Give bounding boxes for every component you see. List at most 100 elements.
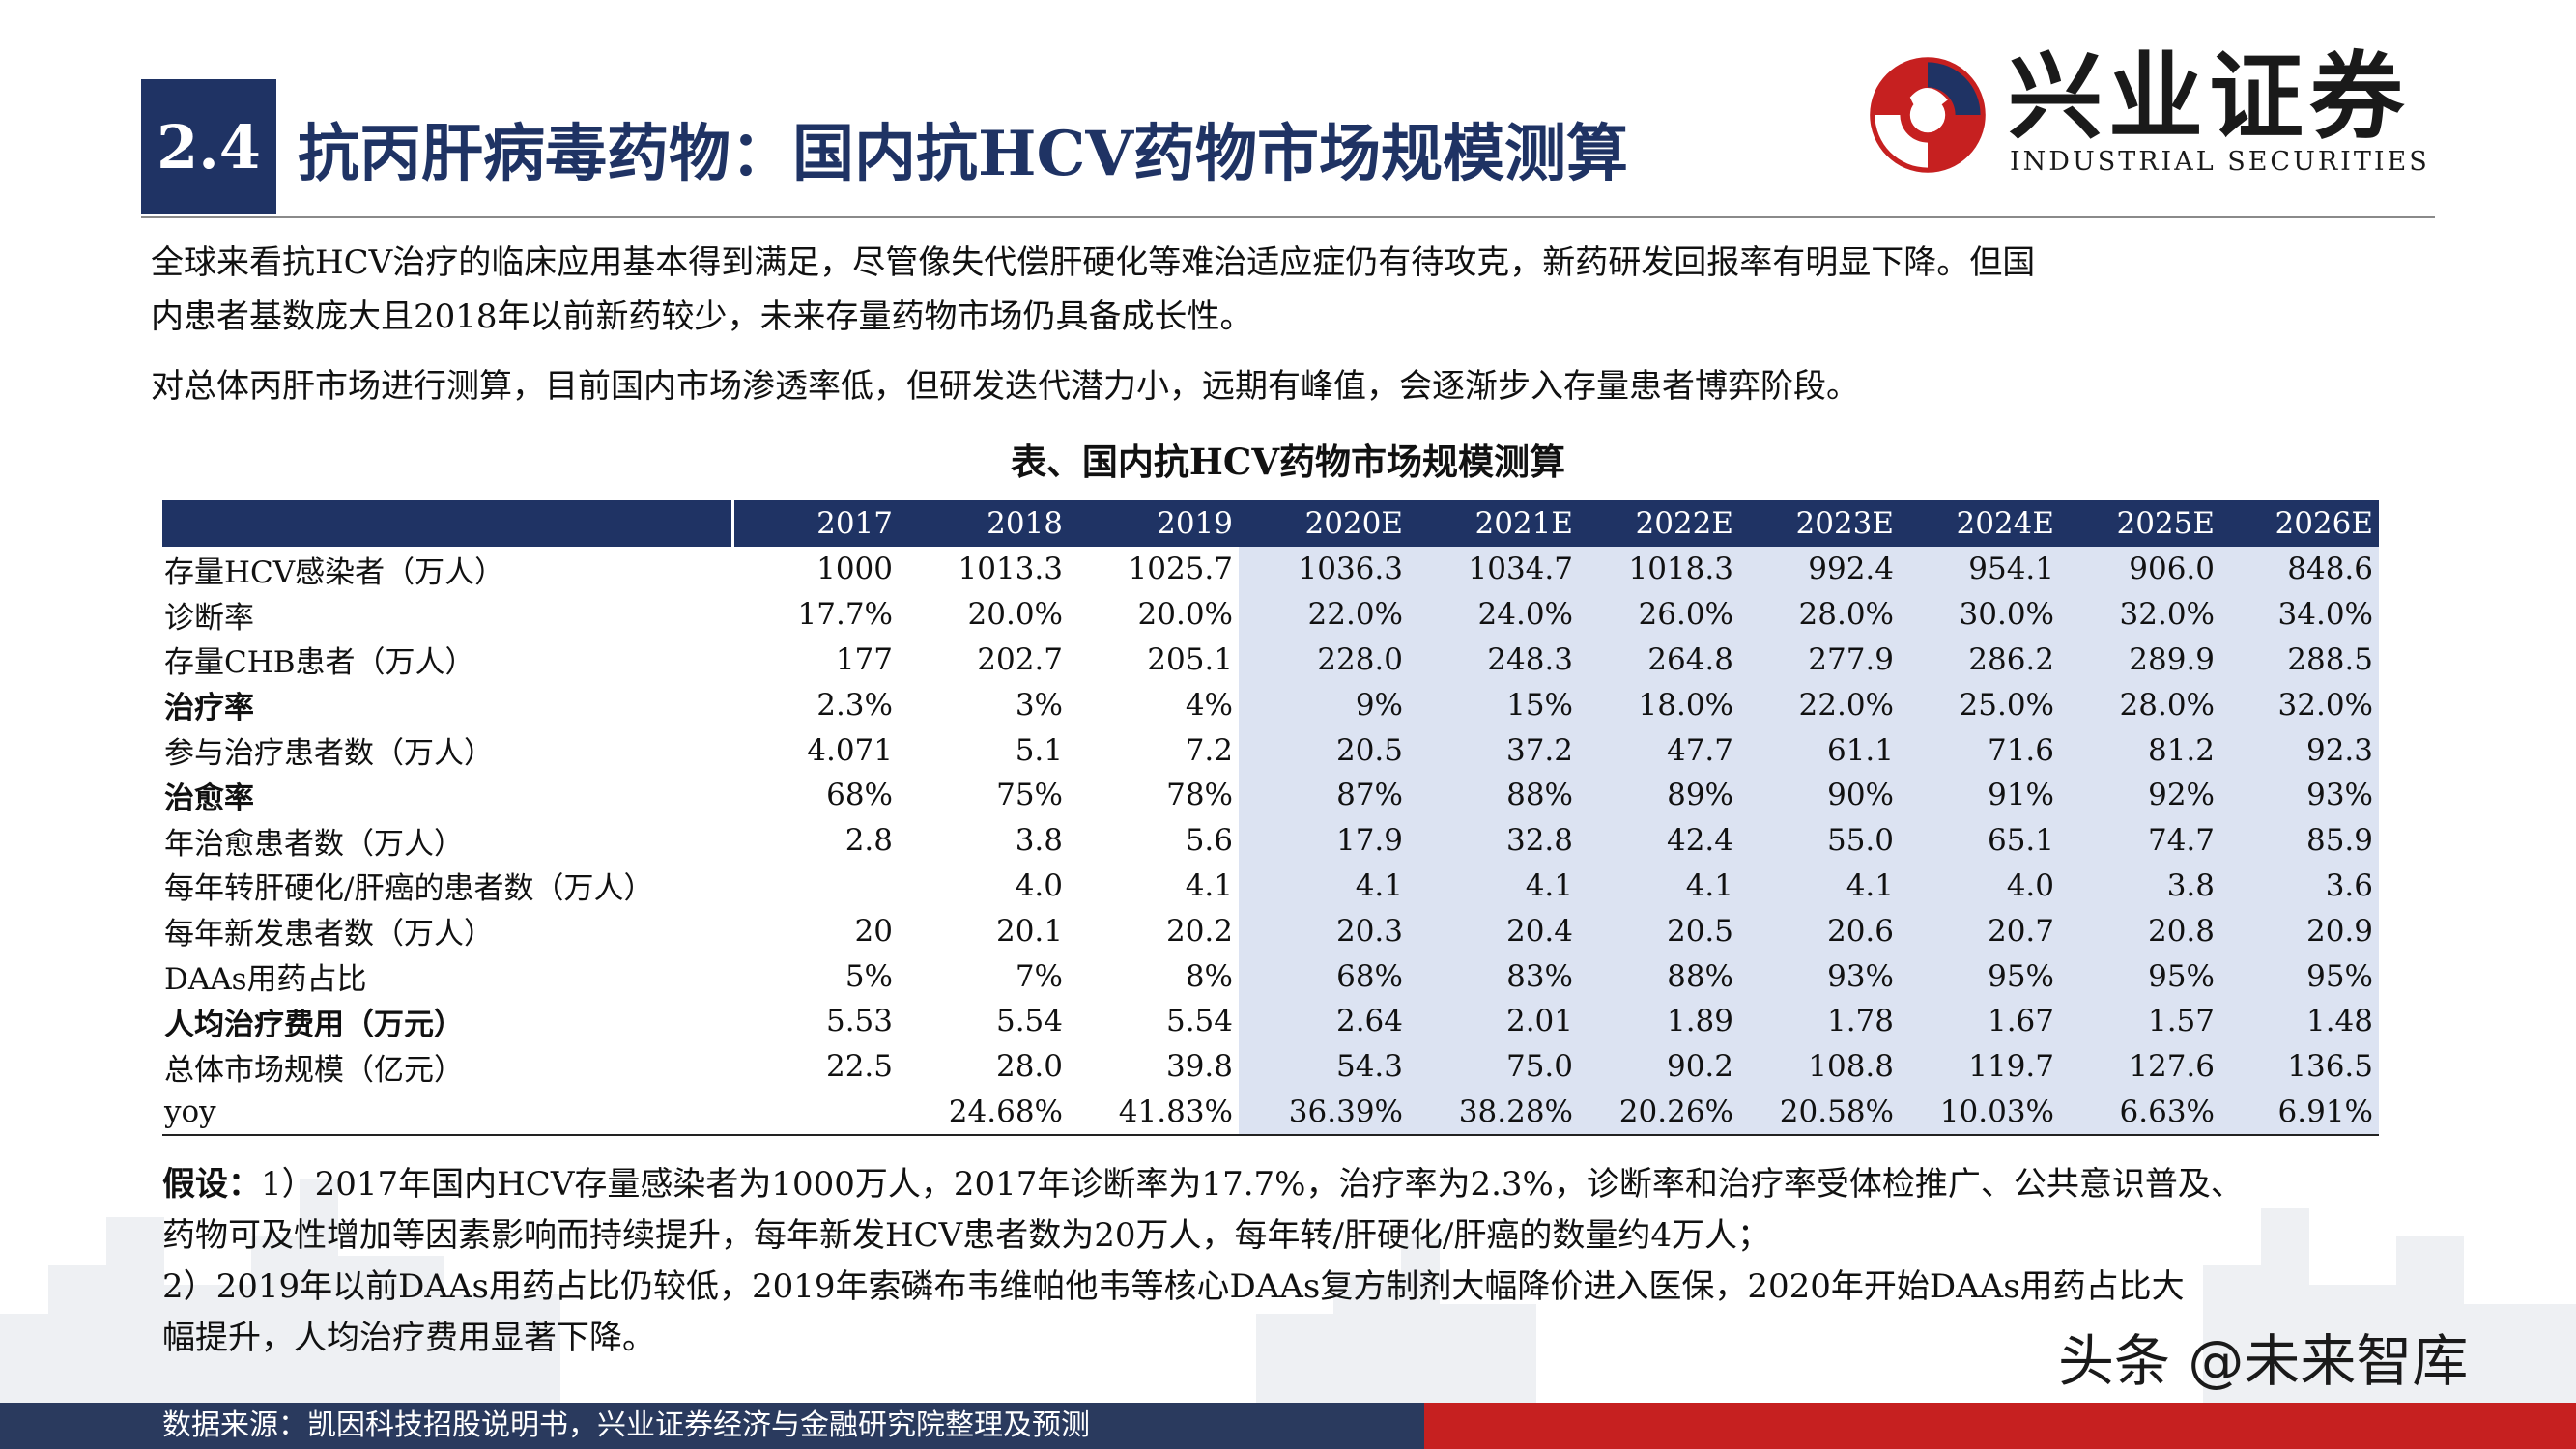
table-cell: 20 — [854, 913, 893, 949]
table-cell: 68% — [826, 778, 893, 813]
table-cell: 2.8 — [844, 823, 893, 859]
table-cell: 15% — [1409, 682, 1579, 728]
table-cell: 25.0% — [1900, 682, 2060, 728]
table-cell: 289.9 — [2060, 637, 2220, 683]
table-cell: 65.1 — [1900, 817, 2060, 864]
table-cell: 20.9 — [2220, 908, 2379, 954]
table-caption: 表、国内抗HCV药物市场规模测算 — [1010, 440, 1566, 483]
table-cell: 83% — [1409, 953, 1579, 999]
table-cell: 39.8 — [1165, 1049, 1233, 1085]
column-header: 2019 — [1069, 500, 1239, 547]
table-cell: 248.3 — [1409, 637, 1579, 683]
table-cell: 177 — [835, 641, 893, 677]
table-cell: 38.28% — [1409, 1089, 1579, 1137]
logo-english-name: INDUSTRIAL SECURITIES — [2010, 147, 2430, 177]
table-cell: 95% — [2060, 953, 2220, 999]
table-cell: 95% — [1900, 953, 2060, 999]
table-cell: 20.7 — [1900, 908, 2060, 954]
table-cell: 5.54 — [995, 1004, 1063, 1039]
table-cell: 4.0 — [1015, 867, 1063, 903]
intro-paragraph-1-line-1: 全球来看抗HCV治疗的临床应用基本得到满足，尽管像失代偿肝硬化等难治适应症仍有待… — [151, 243, 2036, 282]
table-row: 治疗率 2.3% 3% 4% 9% 15% 18.0% 22.0% 25.0% 28.0% 32.0… — [162, 682, 2379, 728]
table-cell: 5% — [844, 958, 893, 994]
table-row: 年治愈患者数（万人） 2.8 3.8 5.6 17.9 32.8 42.4 55.0 65.1 7… — [162, 817, 2379, 864]
table-cell: 41.83% — [1069, 1089, 1239, 1137]
assumption-label: 假设： — [162, 1165, 261, 1204]
row-label: yoy — [162, 1089, 732, 1137]
table-cell: 1013.3 — [958, 552, 1063, 587]
column-header: 2026E — [2220, 500, 2379, 547]
table-cell: 20.5 — [1579, 908, 1739, 954]
table-cell: 277.9 — [1739, 637, 1900, 683]
table-cell: 5.53 — [825, 1004, 893, 1039]
table-cell: 22.5 — [825, 1049, 893, 1085]
table-cell: 205.1 — [1147, 641, 1233, 677]
table-cell: 91% — [1900, 772, 2060, 818]
table-cell: 74.7 — [2060, 817, 2220, 864]
table-cell: 3.8 — [2060, 863, 2220, 909]
table-cell: 92.3 — [2220, 727, 2379, 773]
row-label: 存量CHB患者（万人） — [164, 645, 475, 681]
table-row: 参与治疗患者数（万人） 4.071 5.1 7.2 20.5 37.2 47.7 61.1 71… — [162, 727, 2379, 773]
table-cell: 6.63% — [2060, 1089, 2220, 1137]
table-row: 人均治疗费用（万元） 5.53 5.54 5.54 2.64 2.01 1.89 1.78 1.… — [162, 998, 2379, 1044]
skyline-background — [0, 1179, 2576, 1410]
table-cell: 28.0 — [995, 1049, 1063, 1085]
table-cell: 848.6 — [2220, 547, 2379, 592]
table-cell: 20.0% — [967, 597, 1063, 633]
table-cell: 32.0% — [2060, 591, 2220, 638]
assumptions-block: 假设：1）2017年国内HCV存量感染者为1000万人，2017年诊断率为17.… — [162, 1159, 2385, 1364]
table-cell: 20.26% — [1579, 1089, 1739, 1137]
table-cell: 88% — [1579, 953, 1739, 999]
column-header: 2018 — [899, 500, 1069, 547]
table-cell: 228.0 — [1239, 637, 1409, 683]
table-cell: 5.54 — [1165, 1004, 1233, 1039]
table-cell: 1.67 — [1900, 998, 2060, 1044]
row-label: 参与治疗患者数（万人） — [164, 736, 494, 772]
table-header-row: 2017 2018 2019 2020E 2021E 2022E 2023E 2… — [162, 500, 2379, 547]
table-cell: 26.0% — [1579, 591, 1739, 638]
table-cell: 32.0% — [2220, 682, 2379, 728]
table-cell: 93% — [1739, 953, 1900, 999]
table-cell: 7.2 — [1185, 732, 1233, 768]
column-header: 2022E — [1579, 500, 1739, 547]
table-cell: 90.2 — [1579, 1043, 1739, 1090]
logo-emblem-icon — [1870, 57, 1986, 173]
table-cell: 1.78 — [1739, 998, 1900, 1044]
column-header: 2024E — [1900, 500, 2060, 547]
row-label: 年治愈患者数（万人） — [164, 826, 464, 862]
table-cell: 5.6 — [1185, 823, 1233, 859]
intro-paragraph-1-line-2: 内患者基数庞大且2018年以前新药较少，未来存量药物市场仍具备成长性。 — [151, 298, 1253, 336]
table-cell: 75% — [996, 778, 1063, 813]
assumption-line-4: 幅提升，人均治疗费用显著下降。 — [162, 1319, 655, 1357]
table-cell: 61.1 — [1739, 727, 1900, 773]
table-cell: 20.6 — [1739, 908, 1900, 954]
table-cell: 127.6 — [2060, 1043, 2220, 1090]
section-number-badge: 2.4 — [141, 79, 276, 214]
table-cell: 42.4 — [1579, 817, 1739, 864]
table-cell: 18.0% — [1579, 682, 1739, 728]
table-cell: 8% — [1185, 958, 1233, 994]
table-cell: 93% — [2220, 772, 2379, 818]
table-cell: 71.6 — [1900, 727, 2060, 773]
assumption-line-1: 假设：1）2017年国内HCV存量感染者为1000万人，2017年诊断率为17.… — [162, 1159, 2385, 1210]
table-cell: 1.48 — [2220, 998, 2379, 1044]
table-cell: 5.1 — [1015, 732, 1063, 768]
table-cell: 20.1 — [995, 913, 1063, 949]
table-cell: 2.3% — [816, 687, 893, 723]
table-row: 治愈率 68% 75% 78% 87% 88% 89% 90% 91% 92% 93% — [162, 772, 2379, 818]
table-cell: 1.57 — [2060, 998, 2220, 1044]
table-cell: 28.0% — [1739, 591, 1900, 638]
table-cell: 87% — [1239, 772, 1409, 818]
table-cell: 36.39% — [1239, 1089, 1409, 1137]
table-cell: 37.2 — [1409, 727, 1579, 773]
logo-chinese-name: 兴业证券 — [2008, 42, 2411, 153]
table-cell: 264.8 — [1579, 637, 1739, 683]
row-label: 诊断率 — [164, 600, 254, 636]
assumption-line-3: 2）2019年以前DAAs用药占比仍较低，2019年索磷布韦维帕他韦等核心DAA… — [162, 1267, 2185, 1306]
row-label: 每年新发患者数（万人） — [164, 917, 494, 952]
watermark: 头条 @未来智库 — [2058, 1328, 2469, 1394]
table-cell: 55.0 — [1739, 817, 1900, 864]
row-label: 存量HCV感染者（万人） — [164, 554, 505, 590]
table-cell: 17.7% — [797, 597, 893, 633]
